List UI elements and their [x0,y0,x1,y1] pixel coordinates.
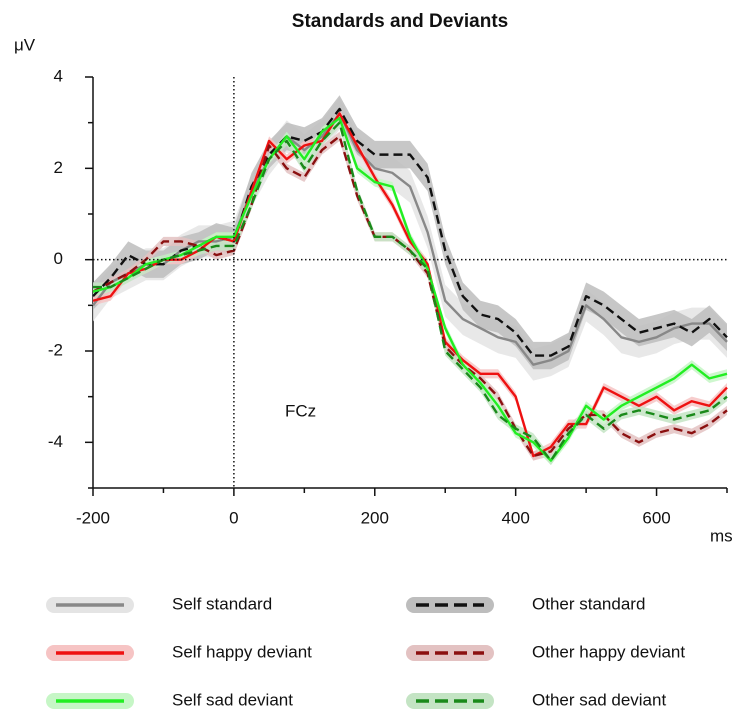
series-line [92,116,728,462]
legend-label: Self standard [172,594,272,613]
x-unit: ms [710,526,733,545]
ci-band [93,118,727,466]
y-unit: μV [14,35,36,54]
bands [93,95,727,466]
x-tick-label: 600 [642,508,670,527]
legend-label: Self happy deviant [172,642,312,661]
y-tick-label: -4 [48,432,63,451]
series-line [93,121,728,462]
y-tick-label: 0 [54,249,63,268]
y-tick-label: 2 [54,158,63,177]
series-line [92,112,728,366]
legend-label: Self sad deviant [172,690,293,709]
legend-label: Other sad deviant [532,690,666,709]
y-tick-label: 4 [54,66,63,85]
legend-label: Other happy deviant [532,642,685,661]
y-tick-label: -2 [48,340,63,359]
ci-band [93,131,727,461]
annotation: FCz [285,401,316,420]
x-tick-label: -200 [76,508,110,527]
legend-label: Other standard [532,594,645,613]
lines [92,107,728,462]
x-tick-label: 0 [229,508,238,527]
x-tick-label: 200 [361,508,389,527]
chart-title: Standards and Deviants [292,11,508,32]
x-tick-label: 400 [501,508,529,527]
